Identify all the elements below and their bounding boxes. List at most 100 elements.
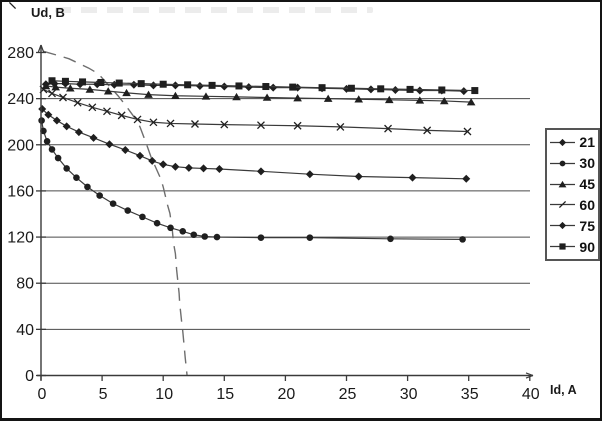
x-tick-label-5: 5 — [99, 386, 108, 403]
x-marker — [257, 121, 265, 130]
diamond-marker — [38, 105, 47, 114]
x-tick-label-30: 30 — [400, 386, 418, 403]
circle-marker — [257, 234, 265, 241]
y-axis-label: Ud, B — [31, 5, 65, 20]
y-tick-label-240: 240 — [7, 91, 34, 108]
circle-marker — [179, 228, 187, 235]
x-marker — [191, 120, 199, 128]
series-60-line — [43, 88, 468, 133]
diamond-marker — [62, 122, 71, 131]
triangle-marker — [232, 92, 241, 101]
x-marker — [336, 122, 345, 131]
diamond-marker — [195, 81, 204, 90]
x-marker — [463, 127, 472, 136]
square-marker — [559, 243, 566, 250]
legend-item-30: 30 — [550, 156, 595, 170]
x-marker — [384, 124, 393, 133]
x-axis-label: Id, A — [550, 383, 577, 397]
x-marker — [73, 98, 82, 107]
circle-marker — [559, 160, 566, 167]
diamond-marker — [52, 116, 61, 125]
circle-marker — [43, 138, 51, 145]
legend-label: 45 — [579, 176, 595, 193]
legend-item-60: 60 — [550, 198, 595, 212]
x-marker — [220, 120, 229, 129]
x-marker — [166, 119, 175, 128]
triangle-marker — [262, 93, 272, 101]
triangle-marker — [51, 83, 60, 91]
diamond-legend-sample — [550, 138, 575, 147]
circle-legend-sample — [550, 160, 575, 167]
square-marker — [235, 82, 243, 90]
triangle-marker — [144, 90, 153, 98]
square-marker — [48, 77, 56, 85]
triangle-legend-sample — [550, 180, 575, 187]
triangle-marker — [384, 95, 394, 104]
circle-marker — [84, 183, 91, 191]
circle-marker — [387, 235, 394, 243]
triangle-marker — [103, 87, 113, 95]
diamond-marker — [44, 110, 53, 119]
y-tick-label-160: 160 — [7, 183, 34, 200]
diamond-marker — [391, 85, 400, 94]
x-marker — [103, 107, 111, 116]
diamond-marker — [89, 133, 98, 142]
circle-marker — [153, 219, 161, 227]
diamond-marker — [148, 156, 157, 165]
dashed-limit-line — [43, 50, 188, 375]
diamond-marker — [149, 81, 158, 90]
y-tick-label-120: 120 — [7, 230, 34, 247]
circle-marker — [48, 146, 56, 153]
diamond-marker — [184, 163, 193, 172]
x-marker — [8, 1, 17, 10]
square-marker — [377, 85, 385, 93]
diamond-marker — [199, 164, 208, 173]
diamond-marker — [354, 172, 363, 181]
triangle-marker — [323, 94, 333, 102]
diamond-marker — [105, 140, 114, 149]
x-marker — [558, 201, 567, 209]
circle-marker — [306, 234, 314, 241]
series-30-line — [41, 120, 463, 240]
x-marker — [133, 115, 142, 124]
diamond-marker — [415, 86, 424, 95]
circle-marker — [459, 236, 466, 243]
diamond-marker — [129, 80, 138, 89]
diamond-marker — [74, 128, 83, 137]
diamond-marker — [244, 83, 253, 92]
x-tick-label-35: 35 — [461, 386, 479, 403]
triangle-marker — [85, 85, 95, 93]
legend-box: 21 30 45 60 75 90 — [545, 128, 600, 261]
square-marker — [159, 80, 167, 88]
x-tick-label-10: 10 — [155, 386, 173, 403]
triangle-marker — [41, 81, 51, 90]
triangle-marker — [558, 180, 567, 187]
circle-marker — [213, 233, 221, 241]
square-marker — [115, 79, 123, 87]
diamond-legend-sample — [550, 222, 575, 230]
y-tick-label-0: 0 — [25, 368, 34, 385]
x-marker — [117, 111, 126, 120]
y-tick-label-280: 280 — [7, 45, 34, 62]
diamond-marker — [159, 160, 168, 169]
x-marker — [293, 121, 302, 130]
triangle-marker — [466, 98, 476, 106]
circle-marker — [139, 213, 146, 221]
legend-label: 90 — [579, 238, 595, 255]
diamond-marker — [135, 151, 144, 160]
x-marker — [59, 93, 67, 102]
series-45-line — [45, 85, 472, 103]
triangle-marker — [122, 88, 131, 97]
y-tick-label-80: 80 — [16, 276, 34, 293]
diamond-marker — [269, 83, 278, 92]
x-tick-label-0: 0 — [38, 386, 47, 403]
y-tick-label-200: 200 — [7, 137, 34, 154]
legend-label: 75 — [579, 217, 595, 234]
x-marker — [423, 126, 432, 135]
x-tick-label-25: 25 — [339, 386, 357, 403]
circle-marker — [73, 174, 80, 181]
circle-marker — [40, 127, 47, 135]
square-marker — [347, 84, 355, 92]
circle-marker — [167, 224, 174, 232]
